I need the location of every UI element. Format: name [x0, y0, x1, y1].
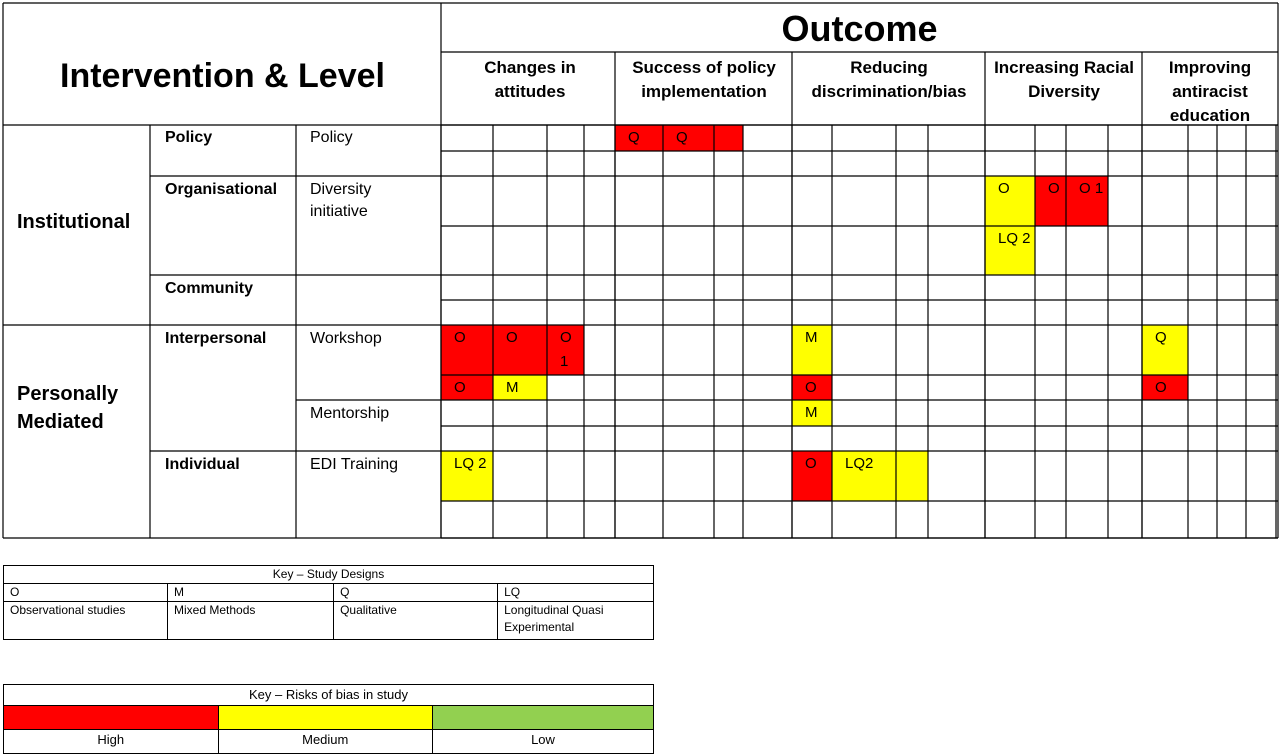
key-label-mixed: Mixed Methods: [167, 601, 335, 640]
study-cell: LQ 2: [441, 451, 493, 501]
sublevel-policy: Policy: [165, 129, 213, 146]
risk-label-low: Low: [432, 729, 654, 754]
sublevel-community: Community: [165, 280, 253, 297]
level-personally-mediated: Personally Mediated: [17, 383, 119, 433]
study-cell: O: [985, 176, 1035, 226]
study-cell: M: [792, 325, 832, 375]
study-cell: O 1: [1066, 176, 1108, 226]
key-label-observational: Observational studies: [2, 601, 169, 640]
outcome-title: Outcome: [781, 8, 938, 49]
level-institutional: Institutional: [17, 211, 131, 233]
intervention-edi-training: EDI Training: [310, 456, 399, 473]
outcome-header-diversity: Increasing Racial Diversity: [994, 58, 1134, 101]
study-cell: M: [493, 375, 547, 400]
study-cell: O: [441, 375, 493, 400]
study-cell: M: [792, 400, 832, 426]
key-study-designs-title: Key – Study Designs: [3, 565, 654, 584]
key-label-qualitative: Qualitative: [333, 601, 499, 640]
study-cell: O: [493, 325, 547, 375]
key-study-designs: Key – Study Designs O M Q LQ Observation…: [2, 565, 654, 640]
risk-swatch-low: [432, 705, 654, 730]
study-cell: LQ2: [832, 451, 928, 501]
outcome-header-attitudes: Changes in attitudes: [484, 58, 576, 101]
study-cell: O: [792, 451, 832, 501]
intervention-policy: Policy: [310, 129, 353, 146]
sublevel-organisational: Organisational: [165, 181, 278, 198]
grid-lines: [2, 2, 1279, 539]
intervention-mentorship: Mentorship: [310, 405, 390, 422]
risk-label-high: High: [3, 729, 219, 754]
intervention-level-title: Intervention & Level: [60, 57, 385, 95]
key-risk-of-bias: Key – Risks of bias in study High Medium…: [3, 684, 654, 754]
study-cell: O: [1142, 375, 1188, 400]
intervention-diversity-initiative: Diversity initiative: [310, 181, 372, 220]
sublevel-individual: Individual: [165, 456, 240, 473]
intervention-workshop: Workshop: [310, 330, 382, 347]
study-cell: Q: [1142, 325, 1188, 375]
study-cell: O: [441, 325, 493, 375]
risk-swatch-medium: [217, 705, 433, 730]
study-cell: Q: [663, 125, 743, 151]
key-risk-title: Key – Risks of bias in study: [3, 684, 654, 706]
outcome-header-education: Improving antiracist education: [1168, 58, 1252, 125]
study-cell: O: [792, 375, 832, 400]
study-cell: O: [1035, 176, 1066, 226]
sublevel-interpersonal: Interpersonal: [165, 330, 267, 347]
key-code-m: M: [167, 583, 335, 602]
key-code-o: O: [2, 583, 169, 602]
key-code-lq: LQ: [497, 583, 654, 602]
outcome-header-discrimination: Reducing discrimination/bias: [811, 58, 967, 101]
study-cell: LQ 2: [985, 226, 1035, 275]
study-cell: O 1: [547, 325, 584, 375]
risk-label-medium: Medium: [217, 729, 433, 754]
risk-swatch-high: [3, 705, 219, 730]
outcome-header-policy: Success of policy implementation: [632, 58, 776, 101]
key-code-q: Q: [333, 583, 499, 602]
key-label-longitudinal: Longitudinal Quasi Experimental: [497, 601, 654, 640]
